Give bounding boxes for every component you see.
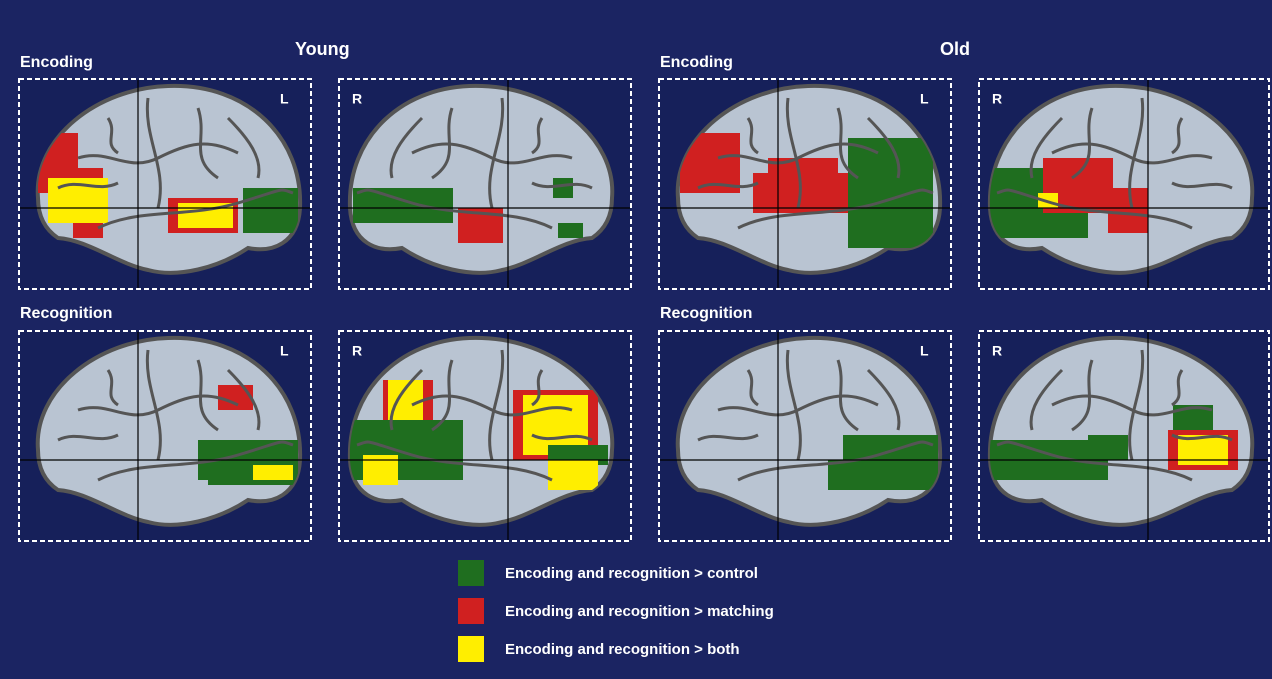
activation-region [553, 178, 573, 198]
hemisphere-label: L [920, 343, 929, 359]
legend-text: Encoding and recognition > matching [505, 603, 774, 620]
legend-swatch [458, 636, 484, 662]
hemisphere-label: R [352, 91, 362, 107]
brain-panel: R [339, 331, 631, 541]
page: Young Encoding L R Recognition L R Old Encoding L… [0, 0, 1272, 679]
brain-panel: R [979, 79, 1269, 289]
legend-text: Encoding and recognition > both [505, 641, 740, 658]
legend-text: Encoding and recognition > control [505, 565, 758, 582]
hemisphere-label: R [352, 343, 362, 359]
activation-region [848, 138, 933, 248]
activation-region [243, 188, 298, 233]
hemisphere-label: L [920, 91, 929, 107]
legend-swatch [458, 560, 484, 586]
activation-region [253, 465, 293, 480]
activation-region [828, 460, 898, 490]
row-label: Recognition [20, 305, 112, 322]
row-label: Encoding [660, 54, 733, 71]
hemisphere-label: L [280, 91, 289, 107]
brain-panel: R [978, 331, 1269, 541]
group-title: Young [295, 39, 350, 59]
activation-region [548, 460, 598, 490]
brain-panel: L [659, 79, 951, 289]
hemisphere-label: L [280, 343, 289, 359]
group-title: Old [940, 39, 970, 59]
figure: Young Encoding L R Recognition L R Old Encoding L… [0, 0, 1272, 679]
brain-panel: R [339, 79, 631, 289]
brain-panel: L [659, 331, 951, 541]
hemisphere-label: R [992, 343, 1002, 359]
legend-swatch [458, 598, 484, 624]
activation-region [353, 188, 453, 223]
activation-region [558, 223, 583, 238]
activation-region [1088, 435, 1128, 460]
hemisphere-label: R [992, 91, 1002, 107]
row-label: Encoding [20, 54, 93, 71]
brain-panel: L [19, 331, 311, 541]
activation-region [343, 420, 463, 480]
row-label: Recognition [660, 305, 752, 322]
brain-panel: L [19, 79, 311, 289]
activation-region [1108, 188, 1148, 233]
